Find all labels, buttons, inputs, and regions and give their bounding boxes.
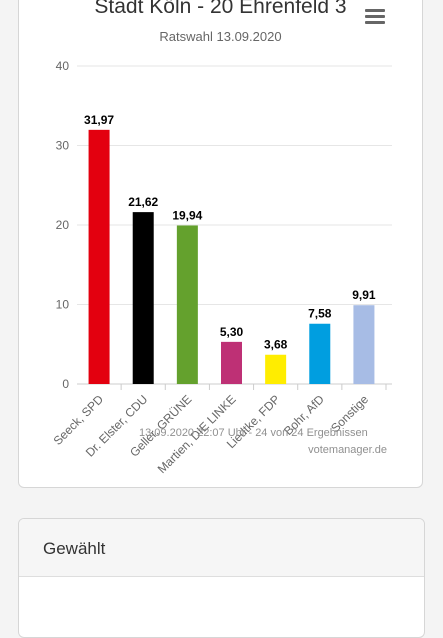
chart-card: 0 10 20 30 40 31,97 21,62 19,94 5,30 3,68 7,58 9,9… xyxy=(18,0,423,488)
bar[interactable] xyxy=(309,323,331,384)
bar[interactable] xyxy=(353,305,375,384)
bar-value-label: 19,94 xyxy=(172,208,202,222)
y-tick-label: 10 xyxy=(56,298,70,312)
bar[interactable] xyxy=(88,129,110,384)
panel-header[interactable]: Gewählt xyxy=(19,519,424,577)
bar-value-label: 7,58 xyxy=(308,307,332,321)
y-tick-label: 20 xyxy=(56,218,70,232)
bar[interactable] xyxy=(176,225,198,384)
chart-credit-link[interactable]: votemanager.de xyxy=(308,444,387,456)
panel-title: Gewählt xyxy=(43,539,106,558)
bar-value-label: 9,91 xyxy=(352,288,376,302)
bar-value-label: 21,62 xyxy=(128,195,158,209)
bar-value-label: 31,97 xyxy=(84,113,114,127)
y-tick-label: 30 xyxy=(56,139,70,153)
bar[interactable] xyxy=(265,354,287,384)
bar[interactable] xyxy=(221,341,242,384)
elected-panel: Gewählt xyxy=(18,518,425,638)
chart-footer: 13.09.2020 22:07 Uhr - 24 von 24 Ergebni… xyxy=(139,427,368,439)
y-tick-label: 0 xyxy=(62,377,69,391)
bar-value-label: 5,30 xyxy=(220,325,244,339)
chart-subtitle: Ratswahl 13.09.2020 xyxy=(159,29,282,44)
chart-title: Stadt Köln - 20 Ehrenfeld 3 xyxy=(94,0,347,18)
bar-value-label: 3,68 xyxy=(264,338,288,352)
hamburger-menu-icon[interactable] xyxy=(363,7,387,27)
bar[interactable] xyxy=(132,212,154,384)
y-tick-label: 40 xyxy=(56,59,70,73)
bar-chart: 0 10 20 30 40 31,97 21,62 19,94 5,30 3,68 7,58 9,9… xyxy=(51,59,392,476)
